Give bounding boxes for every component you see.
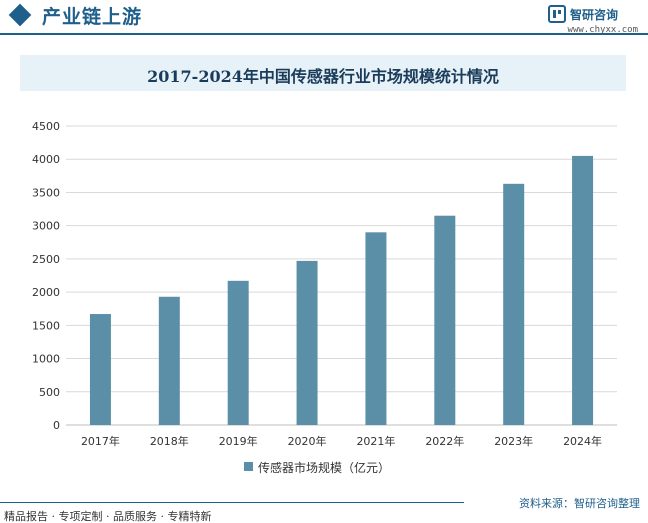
legend-swatch bbox=[244, 462, 253, 471]
y-tick-label: 1000 bbox=[32, 353, 60, 366]
page-header: 产业链上游 智研咨询 www.chyxx.com bbox=[0, 0, 648, 38]
chart-title: 2017-2024年中国传感器行业市场规模统计情况 bbox=[147, 67, 499, 86]
y-tick-label: 500 bbox=[39, 386, 60, 399]
y-tick-label: 0 bbox=[53, 419, 60, 432]
y-tick-label: 3500 bbox=[32, 186, 60, 199]
footer-divider bbox=[0, 502, 464, 503]
brand: 智研咨询 www.chyxx.com bbox=[548, 3, 638, 35]
bar bbox=[296, 260, 318, 425]
chart-title-box: 2017-2024年中国传感器行业市场规模统计情况 bbox=[20, 55, 626, 91]
bar bbox=[227, 280, 249, 425]
bar bbox=[572, 155, 594, 425]
y-tick-label: 2500 bbox=[32, 253, 60, 266]
x-tick-label: 2019年 bbox=[219, 434, 258, 448]
header-divider bbox=[0, 33, 648, 35]
page-title: 产业链上游 bbox=[42, 6, 143, 28]
brand-logo-icon bbox=[548, 5, 566, 23]
data-source: 资料来源：智研咨询整理 bbox=[519, 497, 640, 510]
x-tick-label: 2017年 bbox=[81, 434, 120, 448]
brand-name: 智研咨询 bbox=[570, 8, 619, 22]
x-tick-label: 2023年 bbox=[494, 434, 533, 448]
y-tick-label: 4500 bbox=[32, 120, 60, 133]
bar bbox=[365, 232, 387, 425]
bar bbox=[89, 314, 111, 425]
x-tick-label: 2018年 bbox=[150, 434, 189, 448]
brand-url: www.chyxx.com bbox=[567, 25, 638, 35]
bar bbox=[434, 215, 456, 425]
x-tick-label: 2024年 bbox=[563, 434, 602, 448]
bar bbox=[503, 183, 525, 425]
footer-tagline: 精品报告 · 专项定制 · 品质服务 · 专精特新 bbox=[4, 510, 212, 523]
y-tick-label: 1500 bbox=[32, 319, 60, 332]
y-tick-label: 2000 bbox=[32, 286, 60, 299]
x-tick-label: 2021年 bbox=[356, 434, 395, 448]
legend-label: 传感器市场规模（亿元） bbox=[258, 461, 391, 475]
x-tick-label: 2022年 bbox=[425, 434, 464, 448]
x-tick-label: 2020年 bbox=[288, 434, 327, 448]
y-tick-label: 3000 bbox=[32, 220, 60, 233]
bar bbox=[158, 296, 180, 425]
y-tick-label: 4000 bbox=[32, 153, 60, 166]
